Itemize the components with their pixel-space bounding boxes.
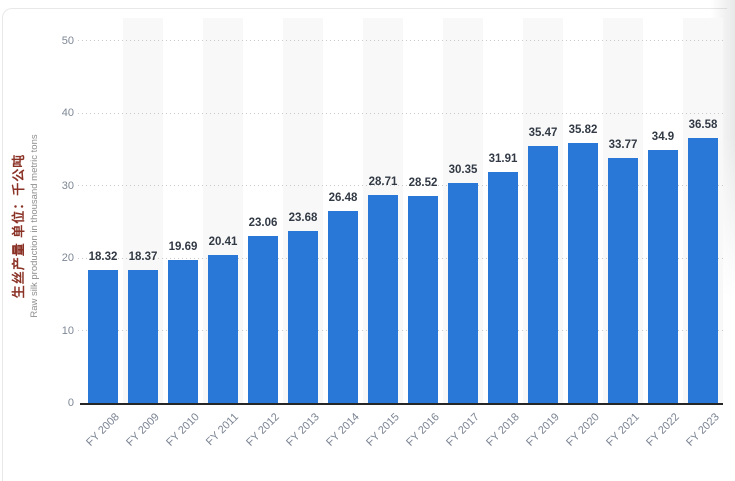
y-tick-label: 40 [61, 107, 74, 119]
bar[interactable] [408, 196, 438, 403]
bar-value-label: 20.41 [208, 236, 238, 249]
x-axis-label: FY 2008 [83, 411, 122, 449]
y-gridline [78, 257, 723, 259]
bar[interactable] [168, 260, 198, 403]
x-axis-label: FY 2011 [204, 411, 242, 449]
bar[interactable] [488, 171, 518, 403]
x-axis-label: FY 2020 [563, 411, 602, 449]
x-axis-label: FY 2019 [523, 411, 562, 449]
x-axis-label: FY 2018 [483, 411, 522, 449]
y-tick-label: 50 [61, 34, 74, 47]
bar-value-label: 28.71 [368, 175, 398, 188]
x-axis-label: FY 2015 [363, 411, 402, 449]
bar-value-label: 35.47 [528, 126, 558, 139]
bar[interactable] [248, 235, 278, 403]
bar-value-label: 18.37 [128, 250, 158, 263]
bar-value-label: 18.32 [88, 251, 118, 264]
bar-value-label: 23.06 [248, 216, 278, 229]
y-gridline [78, 40, 723, 41]
bar[interactable] [288, 231, 318, 403]
x-axis-label: FY 2022 [643, 411, 682, 449]
bar-value-label: 26.48 [328, 192, 358, 205]
x-axis-label: FY 2012 [243, 411, 282, 449]
bar-value-label: 35.82 [568, 124, 598, 137]
x-axis-label: FY 2023 [683, 411, 722, 449]
bar-value-label: 34.9 [651, 130, 675, 143]
bar[interactable] [328, 211, 358, 403]
bar[interactable] [688, 137, 718, 403]
bar[interactable] [368, 194, 398, 403]
x-axis-line [80, 403, 723, 405]
bar-value-label: 31.91 [488, 152, 518, 165]
x-axis-label: FY 2010 [163, 411, 202, 449]
x-axis-label: FY 2014 [323, 411, 362, 449]
bar-value-label: 33.77 [608, 139, 638, 152]
bar-value-label: 19.69 [168, 241, 198, 254]
bar[interactable] [568, 143, 598, 403]
x-axis-label: FY 2013 [283, 411, 322, 449]
bar[interactable] [608, 158, 638, 403]
y-tick-label: 20 [61, 252, 74, 264]
x-axis-label: FY 2009 [123, 411, 162, 449]
x-axis-label: FY 2017 [443, 411, 482, 449]
bar-value-label: 28.52 [408, 177, 438, 190]
y-gridline [78, 112, 723, 114]
x-axis-label: FY 2016 [403, 411, 442, 449]
y-tick-label: 30 [61, 179, 74, 192]
y-tick-label: 0 [67, 397, 74, 409]
bar[interactable] [208, 255, 238, 403]
bar-value-label: 23.68 [288, 212, 318, 225]
bar[interactable] [128, 269, 158, 403]
bar-value-label: 36.58 [688, 118, 718, 131]
y-gridline [78, 185, 723, 186]
bar[interactable] [448, 182, 478, 403]
bar[interactable] [88, 270, 118, 403]
bar-value-label: 30.35 [448, 163, 478, 176]
bar[interactable] [528, 145, 558, 403]
x-axis-label: FY 2021 [603, 411, 642, 449]
y-gridline [78, 330, 723, 331]
y-tick-label: 10 [61, 324, 74, 337]
bar[interactable] [648, 149, 678, 403]
